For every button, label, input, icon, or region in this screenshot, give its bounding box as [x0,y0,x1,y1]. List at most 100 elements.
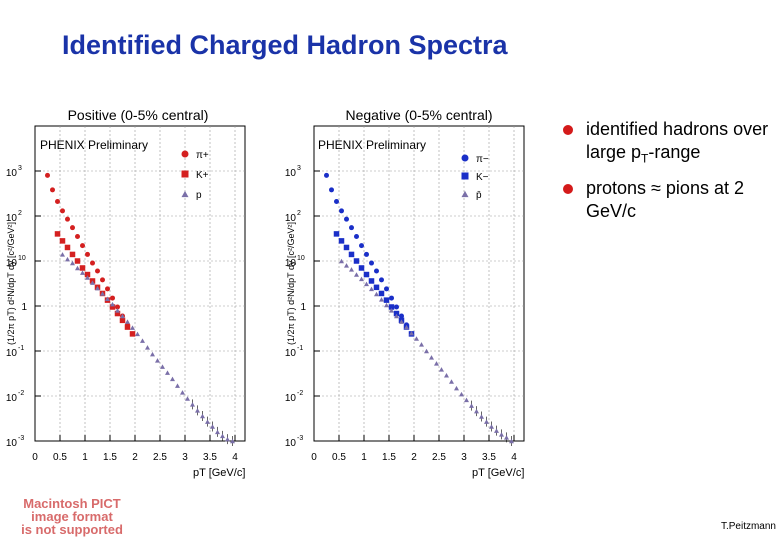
data-point [368,278,375,284]
data-point [155,358,160,363]
data-point [334,199,339,205]
y-tick-label: 10 [285,168,297,179]
data-point [439,367,444,372]
x-tick-label: 0 [311,452,317,463]
data-point [124,324,131,330]
data-point [65,256,70,262]
y-tick-label: 10 [285,348,297,359]
data-point [140,338,145,343]
data-point [150,351,155,357]
legend-label: π+ [196,150,209,161]
chart-title: Positive (0-5% central) [68,107,209,123]
data-point [419,342,424,347]
data-point [339,208,344,214]
bullet-text-hadrons: identified hadrons over large pT-range [586,119,769,166]
data-point [454,385,459,391]
data-point [230,438,235,444]
legend-marker [181,190,189,198]
data-point [324,172,329,178]
data-point [65,216,70,222]
data-point [55,199,60,205]
data-point [84,271,91,278]
data-point [393,310,400,317]
data-point [85,251,90,257]
data-point [119,317,126,324]
data-point [504,435,509,440]
y-tick-label-exponent: -3 [297,435,303,442]
data-point [220,433,225,439]
data-point [115,304,120,310]
data-point [45,172,50,178]
data-point [185,396,190,401]
data-point [190,402,195,407]
data-point [404,324,409,330]
y-tick-label-exponent: -2 [297,390,303,397]
data-point [364,251,369,257]
x-tick-label: 2 [132,452,138,463]
data-point [90,280,95,285]
data-point [394,304,399,310]
data-point [125,319,130,324]
y-tick-label: 10 [6,213,18,224]
data-point [109,304,116,310]
data-point [379,277,384,283]
y-tick-label-exponent: 10 [18,255,26,262]
y-tick-label-exponent: 3 [18,165,22,172]
pict-unsupported-notice: Macintosh PICT image format is not suppo… [2,497,142,536]
data-point [160,364,165,369]
data-point [399,313,404,319]
data-point [60,208,65,214]
series-pion [45,172,135,337]
y-tick-label: 10 [6,438,18,449]
y-tick-label: 10 [285,438,297,449]
y-tick-label-exponent: -1 [18,345,24,352]
data-point [85,275,90,280]
data-point [479,414,484,419]
y-tick-label: 10 [285,393,297,404]
data-point [95,285,100,291]
data-point [364,281,369,287]
y-tick-label-exponent: 2 [297,210,301,217]
chart-title: Negative (0-5% central) [345,107,492,123]
y-tick-label: 1 [300,302,306,313]
y-axis-label: (1/2π pT) d²N/dpT dy [c²/GeV²] [286,222,296,345]
data-point [424,348,429,354]
data-point [369,286,374,292]
data-point [165,370,170,375]
x-tick-label: 4 [511,452,517,463]
y-tick-label: 1 [21,302,27,313]
data-point [444,372,449,378]
data-point [120,313,125,319]
data-point [499,432,504,437]
data-point [110,295,115,301]
legend-marker [181,150,189,158]
bullet-item-hadrons: identified hadrons over large pT-range [560,118,770,171]
data-point [175,383,180,388]
data-point [354,272,359,277]
legend-marker [181,170,189,178]
data-point [75,234,80,240]
data-point [358,265,365,271]
data-point [59,238,66,244]
data-point [389,295,394,301]
data-point [459,391,464,397]
legend-label: K− [476,172,489,183]
data-point [344,216,349,222]
x-tick-label: 2.5 [153,452,167,463]
legend-marker [461,190,469,198]
data-point [373,284,380,291]
data-point [338,238,345,244]
data-point [205,419,210,424]
x-tick-label: 0.5 [53,452,67,463]
data-point [54,231,61,237]
data-point [384,302,389,308]
data-point [115,308,120,313]
x-axis-label: pT [GeV/c] [472,467,524,479]
data-point [363,271,370,278]
x-tick-label: 4 [232,452,238,463]
plot-frame [34,125,246,442]
x-tick-label: 3.5 [203,452,217,463]
data-point [388,304,395,310]
